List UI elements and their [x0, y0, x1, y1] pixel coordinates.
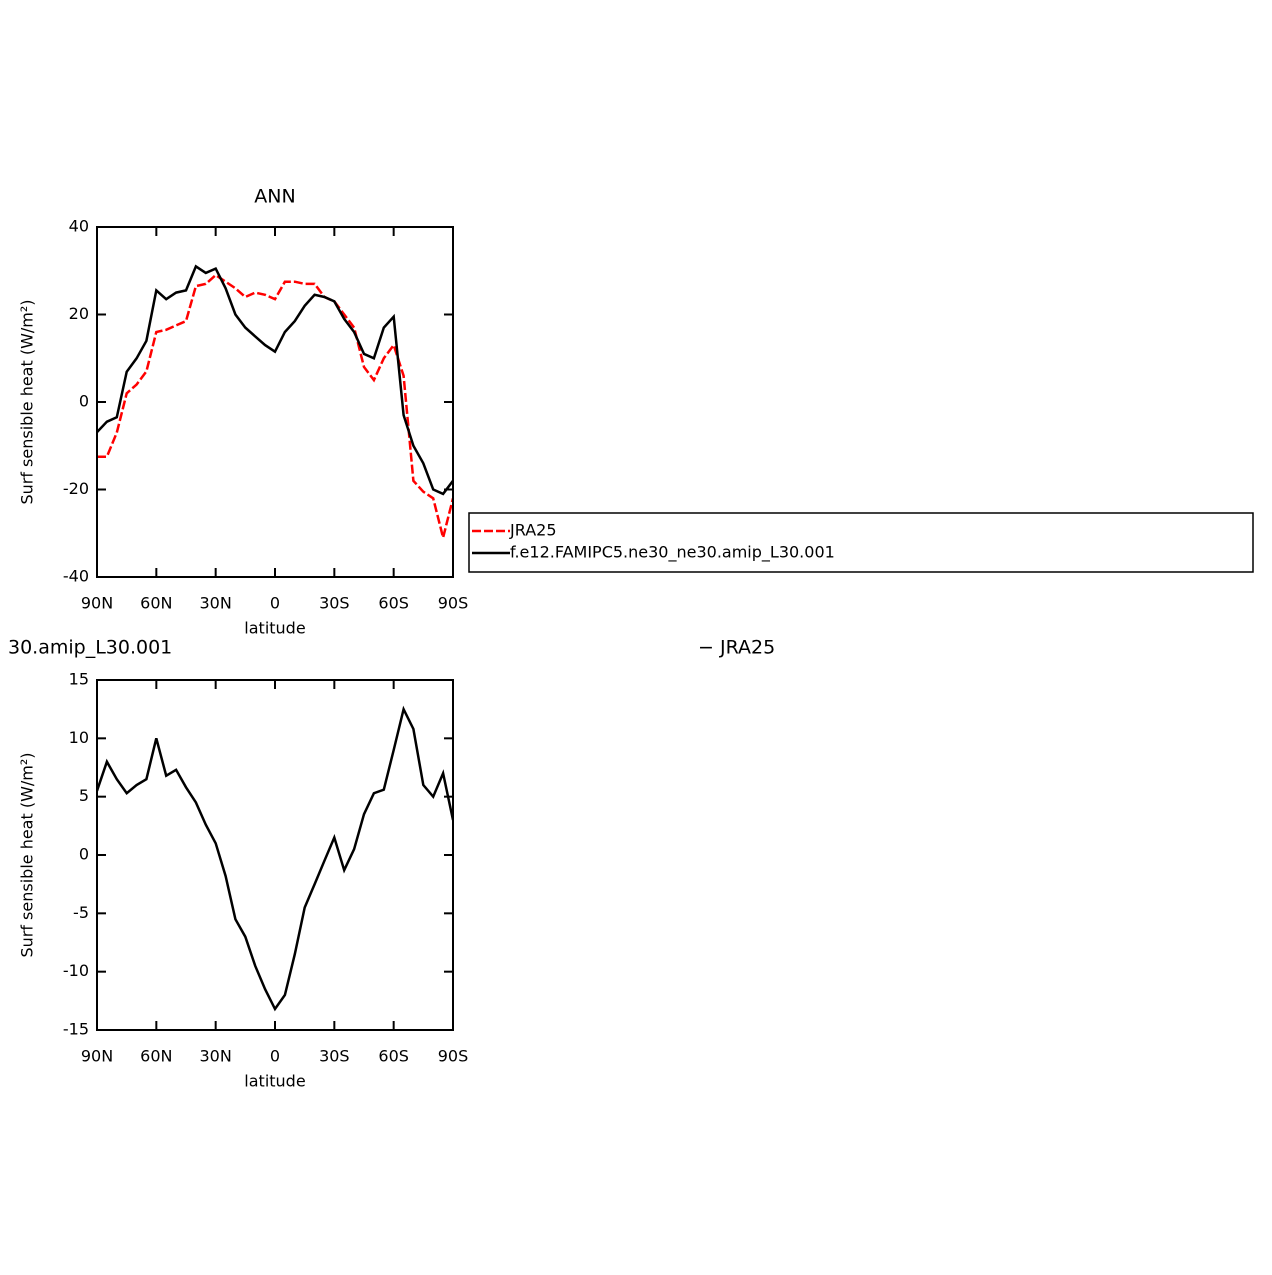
x-tick-label: 0: [270, 1047, 280, 1066]
chart-title: ANN: [254, 186, 295, 208]
y-axis-label: Surf sensible heat (W/m²): [18, 299, 37, 504]
y-tick-label: -40: [63, 567, 89, 586]
y-tick-label: -20: [63, 479, 89, 498]
x-tick-label: 30N: [200, 594, 232, 613]
x-tick-label: 60N: [140, 1047, 172, 1066]
x-axis-label: latitude: [244, 1072, 305, 1091]
y-tick-label: 10: [69, 728, 89, 747]
y-tick-label: -5: [73, 903, 89, 922]
y-tick-label: 20: [69, 304, 89, 323]
x-tick-label: 60N: [140, 594, 172, 613]
y-tick-label: 5: [79, 786, 89, 805]
chart-title: 30.amip_L30.001: [8, 637, 172, 659]
y-tick-label: 40: [69, 217, 89, 236]
x-tick-label: 30S: [319, 594, 350, 613]
y-tick-label: -10: [63, 961, 89, 980]
x-tick-label: 0: [270, 594, 280, 613]
y-tick-label: -15: [63, 1020, 89, 1039]
legend-box: [468, 512, 1254, 573]
legend-label: f.e12.FAMIPC5.ne30_ne30.amip_L30.001: [510, 543, 835, 563]
x-tick-label: 90N: [81, 594, 113, 613]
chart-title: − JRA25: [698, 637, 775, 659]
legend-label: JRA25: [509, 521, 557, 540]
x-axis-label: latitude: [244, 619, 305, 638]
data-line: [97, 705, 453, 1012]
plot-frame: [96, 679, 454, 1031]
y-tick-label: 15: [69, 670, 89, 689]
x-tick-label: 60S: [378, 594, 409, 613]
data-line: [97, 273, 453, 538]
x-tick-label: 60S: [378, 1047, 409, 1066]
y-tick-label: 0: [79, 392, 89, 411]
data-line: [97, 264, 453, 496]
y-tick-label: 0: [79, 845, 89, 864]
x-tick-label: 90N: [81, 1047, 113, 1066]
x-tick-label: 30N: [200, 1047, 232, 1066]
x-tick-label: 90S: [438, 1047, 469, 1066]
x-tick-label: 90S: [438, 594, 469, 613]
x-tick-label: 30S: [319, 1047, 350, 1066]
plot-frame: [96, 226, 454, 578]
y-axis-label: Surf sensible heat (W/m²): [18, 752, 37, 957]
